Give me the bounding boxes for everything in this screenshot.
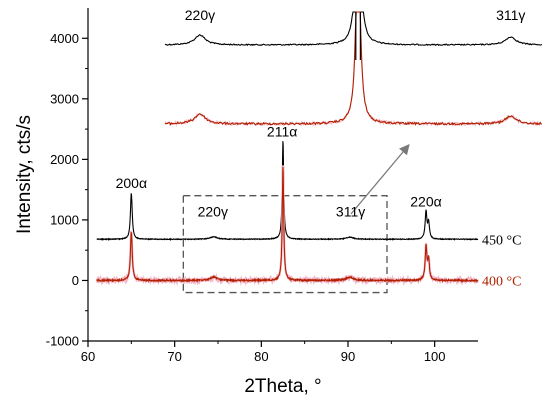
x-tick-label-80: 80 <box>254 349 268 364</box>
y-tick-label--1000: -1000 <box>46 334 79 349</box>
peak-label-1: 211α <box>267 123 297 139</box>
inset-line-450 <box>164 11 543 47</box>
x-tick-label-60: 60 <box>81 349 95 364</box>
series-halo-400 <box>95 165 479 287</box>
y-tick-label-2000: 2000 <box>50 152 79 167</box>
inset-halo-400 <box>164 11 543 127</box>
inset-peak-label-1: 311γ <box>496 7 525 23</box>
x-axis-title: 2Theta, ° <box>244 376 321 397</box>
y-tick-label-0: 0 <box>72 273 79 288</box>
series-line-400 <box>96 166 479 284</box>
peak-label-3: 220γ <box>198 203 228 219</box>
peak-label-0: 200α <box>116 175 147 191</box>
zoom-region-box <box>182 195 388 294</box>
y-tick-label-1000: 1000 <box>50 212 79 227</box>
x-tick-label-90: 90 <box>341 349 355 364</box>
y-tick-label-3000: 3000 <box>50 91 79 106</box>
peak-label-4: 311γ <box>336 203 365 219</box>
legend-label-450: 450 °C <box>482 233 521 248</box>
x-tick-label-100: 100 <box>424 349 446 364</box>
peak-label-2: 220α <box>410 194 441 210</box>
series-line-450 <box>96 141 479 241</box>
x-tick-label-70: 70 <box>167 349 181 364</box>
inset-peak-label-0: 220γ <box>185 7 215 23</box>
zoom-arrow <box>350 144 410 215</box>
legend-label-400: 400 °C <box>482 274 521 289</box>
y-tick-label-4000: 4000 <box>50 31 79 46</box>
inset-line-400 <box>164 11 543 126</box>
y-axis-title: Intensity, cts/s <box>14 115 35 234</box>
